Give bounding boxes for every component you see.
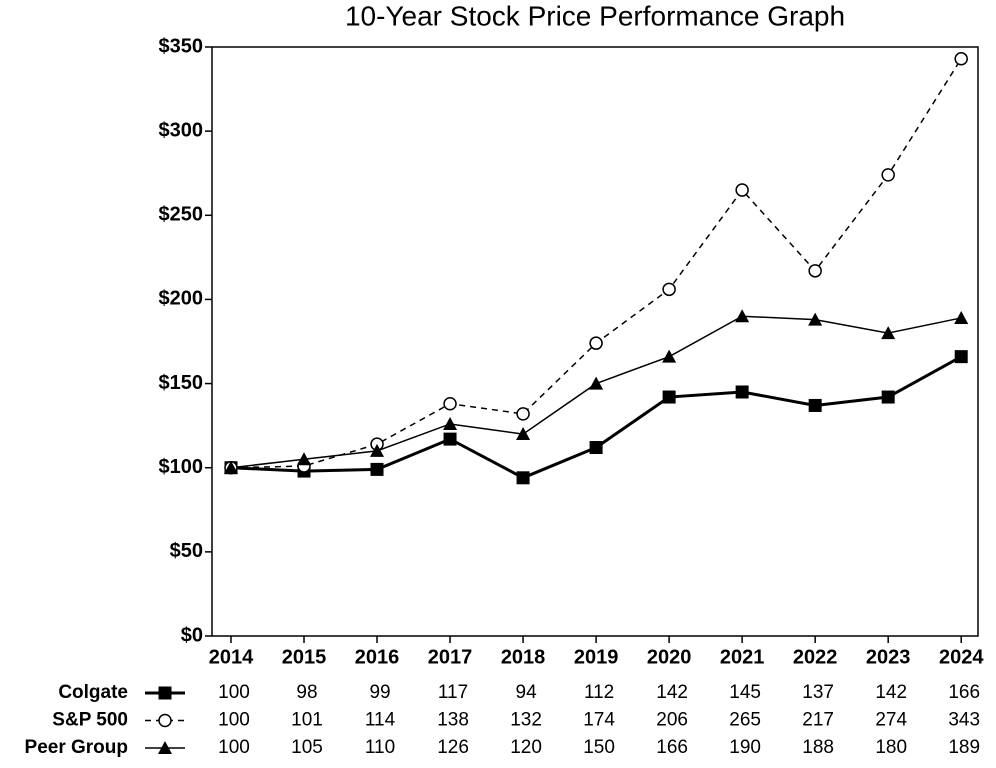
data-point [516, 427, 531, 441]
table-value: 343 [948, 710, 980, 731]
table-value: 137 [802, 682, 834, 703]
data-point [516, 407, 530, 421]
data-point [662, 282, 676, 297]
data-point [954, 310, 969, 324]
y-tick-label: $100 [159, 456, 204, 478]
table-value: 180 [875, 737, 907, 758]
table-value: 94 [516, 682, 538, 703]
data-point [297, 452, 312, 466]
y-tick-label: $0 [181, 624, 203, 646]
table-value: 98 [296, 682, 317, 703]
table-value: 105 [291, 737, 323, 758]
legend-marker [158, 686, 172, 700]
series-line [230, 355, 962, 480]
data-point [881, 326, 896, 340]
table-value: 138 [437, 710, 469, 731]
data-point [662, 390, 676, 404]
data-point [881, 390, 895, 404]
x-tick-label: 2022 [793, 646, 838, 668]
table-value: 166 [948, 682, 980, 703]
y-tick-label: $50 [170, 540, 203, 562]
legend-label: Colgate [58, 682, 128, 703]
data-point [662, 349, 677, 363]
table-value: 217 [802, 710, 834, 731]
x-tick-label: 2016 [355, 646, 400, 668]
table-value: 142 [875, 682, 907, 703]
table-value: 110 [365, 737, 395, 758]
x-tick-label: 2023 [866, 646, 911, 668]
data-point [443, 397, 457, 411]
data-point [735, 309, 750, 323]
table-value: 101 [291, 710, 323, 731]
y-tick-label: $200 [159, 288, 204, 310]
data-point [370, 443, 385, 457]
x-tick-label: 2020 [647, 646, 692, 668]
data-point [735, 183, 749, 197]
data-point [881, 168, 895, 182]
data-point [735, 385, 749, 399]
data-point [589, 336, 603, 350]
x-tick-label: 2015 [282, 646, 327, 668]
table-value: 265 [729, 710, 761, 731]
data-point [516, 471, 530, 485]
legend-label: S&P 500 [52, 710, 128, 731]
table-value: 117 [438, 682, 468, 703]
plot-frame [211, 46, 979, 637]
y-tick-label: $150 [159, 372, 204, 394]
table-value: 189 [948, 737, 980, 758]
data-point [808, 264, 822, 278]
data-point [223, 460, 238, 474]
x-tick-label: 2018 [501, 646, 546, 668]
table-value: 100 [218, 737, 250, 758]
table-value: 206 [656, 710, 688, 731]
x-tick-label: 2019 [574, 646, 619, 668]
table-value: 126 [437, 737, 469, 758]
table-value: 166 [656, 737, 688, 758]
table-value: 114 [365, 710, 396, 731]
table-value: 112 [584, 682, 614, 703]
y-tick-label: $300 [159, 119, 204, 141]
table-value: 150 [583, 737, 615, 758]
table-value: 190 [729, 737, 761, 758]
x-tick-label: 2017 [428, 646, 473, 668]
table-value: 132 [510, 710, 542, 731]
data-point [808, 312, 823, 326]
table-value: 174 [583, 710, 615, 731]
legend-marker [158, 741, 172, 754]
table-value: 120 [510, 737, 542, 758]
data-point [808, 398, 822, 412]
chart-title: 10-Year Stock Price Performance Graph [345, 0, 845, 31]
x-tick-label: 2014 [209, 646, 254, 668]
data-point [370, 462, 384, 476]
data-point [589, 376, 604, 390]
table-value: 145 [729, 682, 761, 703]
table-value: 100 [218, 682, 250, 703]
data-point [954, 52, 968, 66]
x-tick-label: 2024 [939, 646, 984, 668]
legend-label: Peer Group [25, 737, 128, 758]
y-tick-label: $350 [159, 35, 204, 57]
table-value: 99 [369, 682, 390, 703]
table-value: 188 [802, 737, 834, 758]
table-value: 142 [656, 682, 688, 703]
legend-marker [158, 713, 172, 728]
data-point [954, 350, 968, 364]
table-value: 100 [218, 710, 250, 731]
table-value: 274 [875, 710, 907, 731]
data-point [443, 432, 457, 446]
y-tick-label: $250 [159, 204, 204, 226]
x-tick-label: 2021 [720, 646, 765, 668]
series-line [230, 58, 962, 469]
data-point [589, 441, 603, 455]
data-point [443, 416, 458, 430]
